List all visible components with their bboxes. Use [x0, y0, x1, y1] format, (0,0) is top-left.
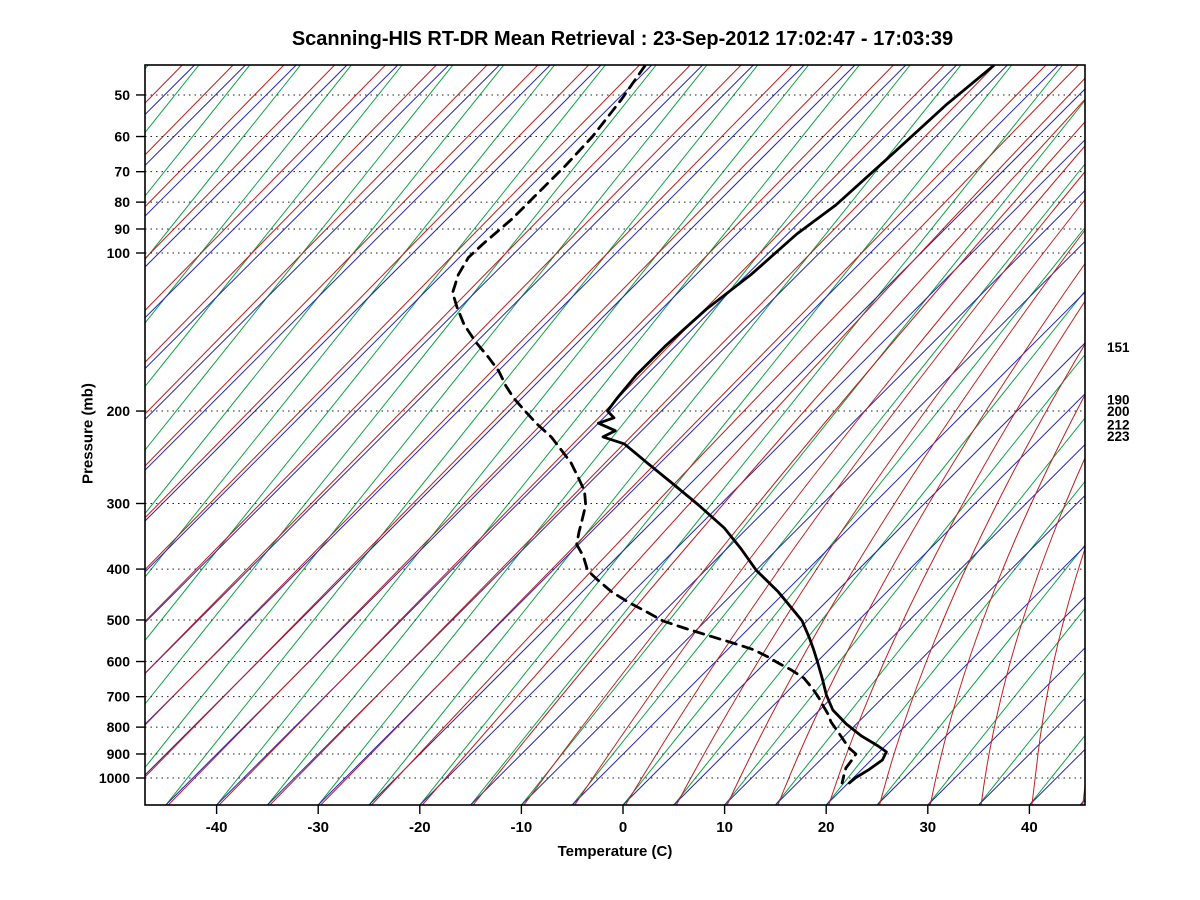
- right-level-label: 151: [1107, 340, 1130, 355]
- y-tick-label: 700: [107, 689, 131, 705]
- right-level-label: 212: [1107, 417, 1130, 432]
- y-tick-label: 600: [107, 654, 131, 670]
- x-tick-label: 30: [919, 819, 936, 836]
- y-tick-label: 100: [107, 245, 131, 261]
- y-tick-label: 200: [107, 403, 131, 419]
- x-tick-label: -10: [511, 819, 533, 836]
- y-tick-label: 60: [114, 129, 130, 145]
- sounding-profiles: [451, 65, 995, 785]
- x-tick-label: 40: [1021, 819, 1038, 836]
- x-tick-label: 10: [716, 819, 733, 836]
- right-level-label: 190: [1107, 392, 1130, 407]
- y-tick-label: 80: [114, 194, 130, 210]
- y-tick-label: 800: [107, 719, 131, 735]
- right-level-label: 223: [1107, 429, 1130, 444]
- mixing-ratio-lines: [145, 65, 1085, 805]
- chart-title: Scanning-HIS RT-DR Mean Retrieval : 23-S…: [291, 28, 954, 50]
- x-axis-ticks: -40 -30 -20 -10 0 10 20 30 40: [206, 805, 1038, 836]
- y-tick-label: 500: [107, 612, 131, 628]
- y-tick-label: 70: [114, 164, 130, 180]
- x-tick-label: 0: [619, 819, 627, 836]
- temperature-curve: [597, 65, 995, 785]
- y-tick-label: 300: [107, 495, 131, 511]
- dewpoint-curve: [451, 65, 858, 785]
- y-tick-label: 900: [107, 746, 131, 762]
- right-level-label: 200: [1107, 404, 1130, 419]
- x-tick-label: -30: [307, 819, 329, 836]
- y-tick-label: 1000: [99, 770, 130, 786]
- y-tick-label: 90: [114, 221, 130, 237]
- x-tick-label: 20: [818, 819, 835, 836]
- plot-border: [144, 64, 1086, 806]
- y-tick-label: 400: [107, 561, 131, 577]
- y-axis-ticks: 50 60 70 80 90 100 200 300 400 500 600 700 800 900 100…: [99, 87, 145, 786]
- x-tick-label: -40: [206, 819, 228, 836]
- x-axis-label: Temperature (C): [557, 843, 673, 860]
- adiabat-lines: [145, 65, 1085, 805]
- isobar-gridlines: [145, 94, 1085, 779]
- y-tick-label: 50: [114, 87, 130, 103]
- x-tick-label: -20: [409, 819, 431, 836]
- background-grid: [145, 65, 1085, 805]
